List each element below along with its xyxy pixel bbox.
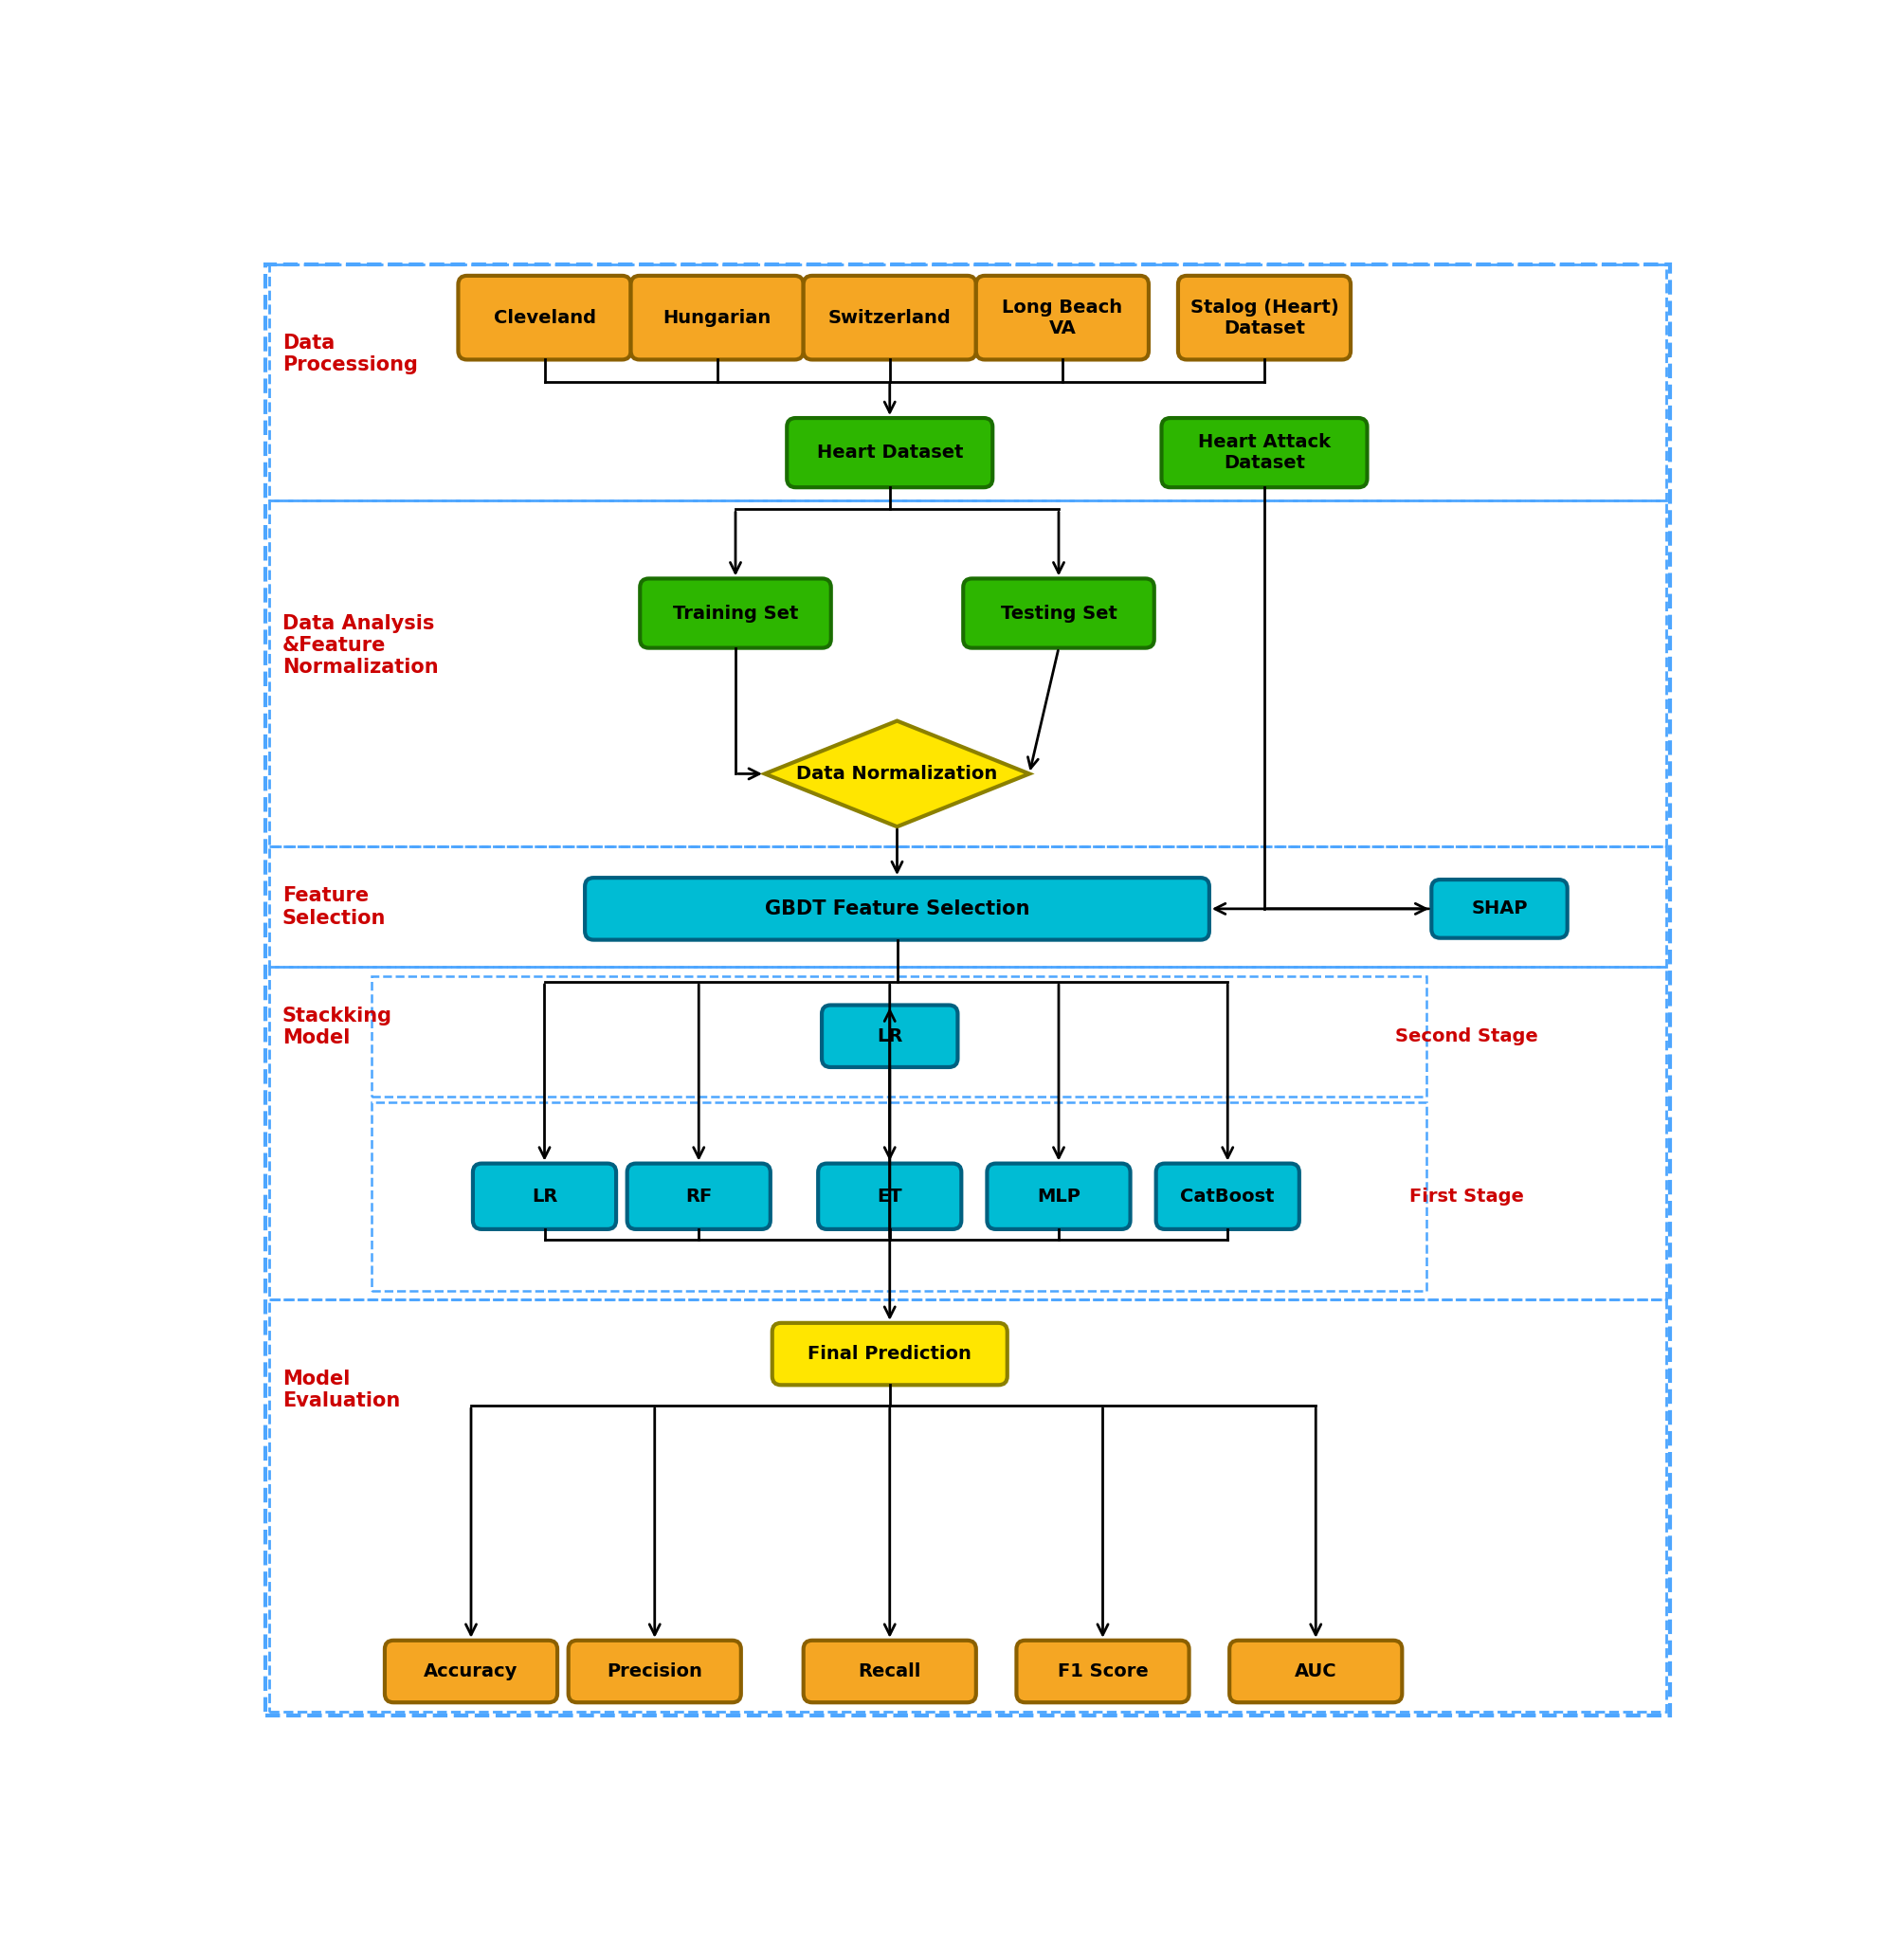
FancyBboxPatch shape [772, 1323, 1008, 1386]
FancyBboxPatch shape [804, 1641, 976, 1703]
FancyBboxPatch shape [472, 1164, 615, 1229]
FancyBboxPatch shape [804, 276, 976, 359]
FancyBboxPatch shape [987, 1164, 1131, 1229]
Text: Final Prediction: Final Prediction [808, 1345, 972, 1362]
Text: First Stage: First Stage [1408, 1188, 1524, 1205]
Bar [372, 976, 1425, 1096]
FancyBboxPatch shape [627, 1164, 770, 1229]
Text: LR: LR [532, 1188, 557, 1205]
FancyBboxPatch shape [1229, 1641, 1403, 1703]
FancyBboxPatch shape [459, 276, 631, 359]
Bar [270, 1299, 1665, 1711]
Text: RF: RF [685, 1188, 712, 1205]
Text: Data Analysis
&Feature
Normalization: Data Analysis &Feature Normalization [283, 613, 438, 676]
Text: ET: ET [878, 1188, 902, 1205]
Bar [270, 500, 1665, 847]
Text: Recall: Recall [859, 1662, 921, 1680]
Bar [270, 265, 1665, 500]
Bar [270, 966, 1665, 1299]
FancyBboxPatch shape [787, 417, 993, 488]
Text: CatBoost: CatBoost [1180, 1188, 1274, 1205]
Text: Cleveland: Cleveland [493, 308, 597, 327]
Text: Switzerland: Switzerland [829, 308, 952, 327]
FancyBboxPatch shape [1178, 276, 1350, 359]
Text: Second Stage: Second Stage [1395, 1027, 1539, 1045]
FancyBboxPatch shape [385, 1641, 557, 1703]
Text: Data
Processiong: Data Processiong [283, 333, 417, 374]
Text: Feature
Selection: Feature Selection [283, 886, 385, 927]
Text: Model
Evaluation: Model Evaluation [283, 1370, 400, 1411]
Polygon shape [765, 721, 1029, 827]
FancyBboxPatch shape [1016, 1641, 1189, 1703]
Bar [270, 847, 1665, 966]
Text: GBDT Feature Selection: GBDT Feature Selection [765, 900, 1029, 919]
Text: Long Beach
VA: Long Beach VA [1003, 298, 1123, 337]
Text: Hungarian: Hungarian [663, 308, 772, 327]
FancyBboxPatch shape [976, 276, 1148, 359]
FancyBboxPatch shape [1431, 880, 1567, 939]
Text: Stackking
Model: Stackking Model [283, 1007, 393, 1047]
Text: Precision: Precision [606, 1662, 702, 1680]
Text: Heart Dataset: Heart Dataset [816, 443, 963, 463]
Text: AUC: AUC [1295, 1662, 1337, 1680]
FancyBboxPatch shape [568, 1641, 740, 1703]
Text: Stalog (Heart)
Dataset: Stalog (Heart) Dataset [1189, 298, 1339, 337]
FancyBboxPatch shape [640, 578, 831, 649]
FancyBboxPatch shape [963, 578, 1154, 649]
Text: SHAP: SHAP [1471, 900, 1527, 917]
FancyBboxPatch shape [1161, 417, 1367, 488]
Text: Accuracy: Accuracy [425, 1662, 517, 1680]
FancyBboxPatch shape [818, 1164, 961, 1229]
Text: Training Set: Training Set [672, 604, 799, 621]
Text: F1 Score: F1 Score [1057, 1662, 1148, 1680]
Text: Data Normalization: Data Normalization [797, 764, 997, 782]
Bar [372, 1102, 1425, 1290]
FancyBboxPatch shape [1155, 1164, 1299, 1229]
Text: LR: LR [876, 1027, 902, 1045]
Text: MLP: MLP [1037, 1188, 1080, 1205]
Text: Heart Attack
Dataset: Heart Attack Dataset [1199, 433, 1331, 472]
Text: Testing Set: Testing Set [1001, 604, 1118, 621]
FancyBboxPatch shape [821, 1005, 957, 1066]
FancyBboxPatch shape [585, 878, 1208, 939]
FancyBboxPatch shape [631, 276, 804, 359]
